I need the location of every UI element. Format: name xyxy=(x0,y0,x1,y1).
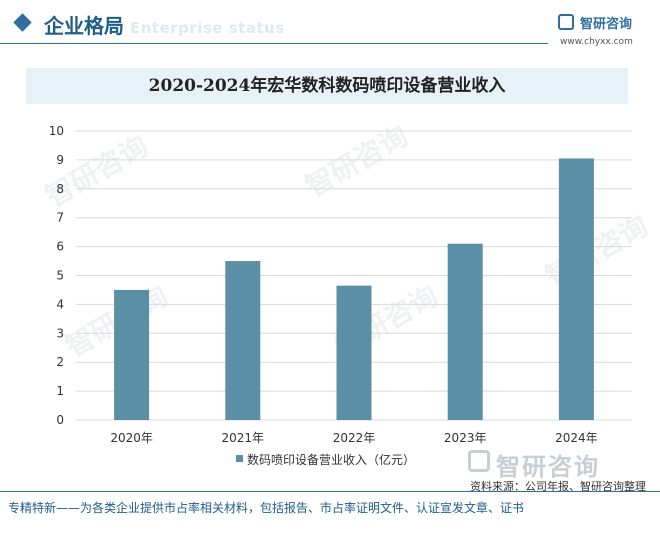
y-tick-label: 0 xyxy=(56,413,64,427)
y-tick-label: 6 xyxy=(56,240,64,254)
y-tick-label: 7 xyxy=(56,211,64,225)
bar xyxy=(114,289,150,420)
x-tick-label: 2022年 xyxy=(333,431,376,445)
footer: 专精特新——为各类企业提供市占率相关材料，包括报告、市占率证明文件、认证宣发文章… xyxy=(0,491,660,533)
legend-label: 数码喷印设备营业收入（亿元） xyxy=(247,453,416,467)
legend-swatch xyxy=(236,455,243,462)
x-tick-label: 2024年 xyxy=(555,431,598,445)
y-tick-label: 5 xyxy=(56,269,64,283)
y-tick-label: 1 xyxy=(56,384,64,398)
source-note: 资料来源：公司年报、智研咨询整理 xyxy=(470,480,646,493)
watermark-brand: 智研咨询 xyxy=(496,453,600,481)
y-tick-label: 3 xyxy=(56,326,64,340)
y-tick-label: 4 xyxy=(56,297,64,311)
footer-text: 专精特新——为各类企业提供市占率相关材料，包括报告、市占率证明文件、认证宣发文章… xyxy=(8,501,525,515)
header: Enterprise status 企业格局 智研咨询 www.chyxx.co… xyxy=(0,0,660,52)
bar xyxy=(336,285,372,420)
x-tick-label: 2020年 xyxy=(110,431,153,445)
bar xyxy=(225,261,261,420)
brand-logo-icon xyxy=(558,14,574,30)
header-divider xyxy=(0,43,548,44)
y-tick-label: 10 xyxy=(49,124,64,138)
bar xyxy=(558,158,594,420)
x-tick-label: 2021年 xyxy=(222,431,265,445)
brand-name: 智研咨询 xyxy=(580,17,633,32)
watermark-logo-icon xyxy=(468,450,490,472)
y-tick-label: 2 xyxy=(56,355,64,369)
section-subtitle: Enterprise status xyxy=(130,19,285,37)
x-tick-label: 2023年 xyxy=(444,431,487,445)
y-tick-label: 9 xyxy=(56,153,64,167)
y-tick-label: 8 xyxy=(56,182,64,196)
brand-url: www.chyxx.com xyxy=(560,37,633,47)
section-title: 企业格局 xyxy=(44,14,124,38)
chart-title: 2020-2024年宏华数科数码喷印设备营业收入 xyxy=(148,76,506,96)
bar xyxy=(447,243,483,420)
chart-title-band: 2020-2024年宏华数科数码喷印设备营业收入 xyxy=(26,68,628,104)
